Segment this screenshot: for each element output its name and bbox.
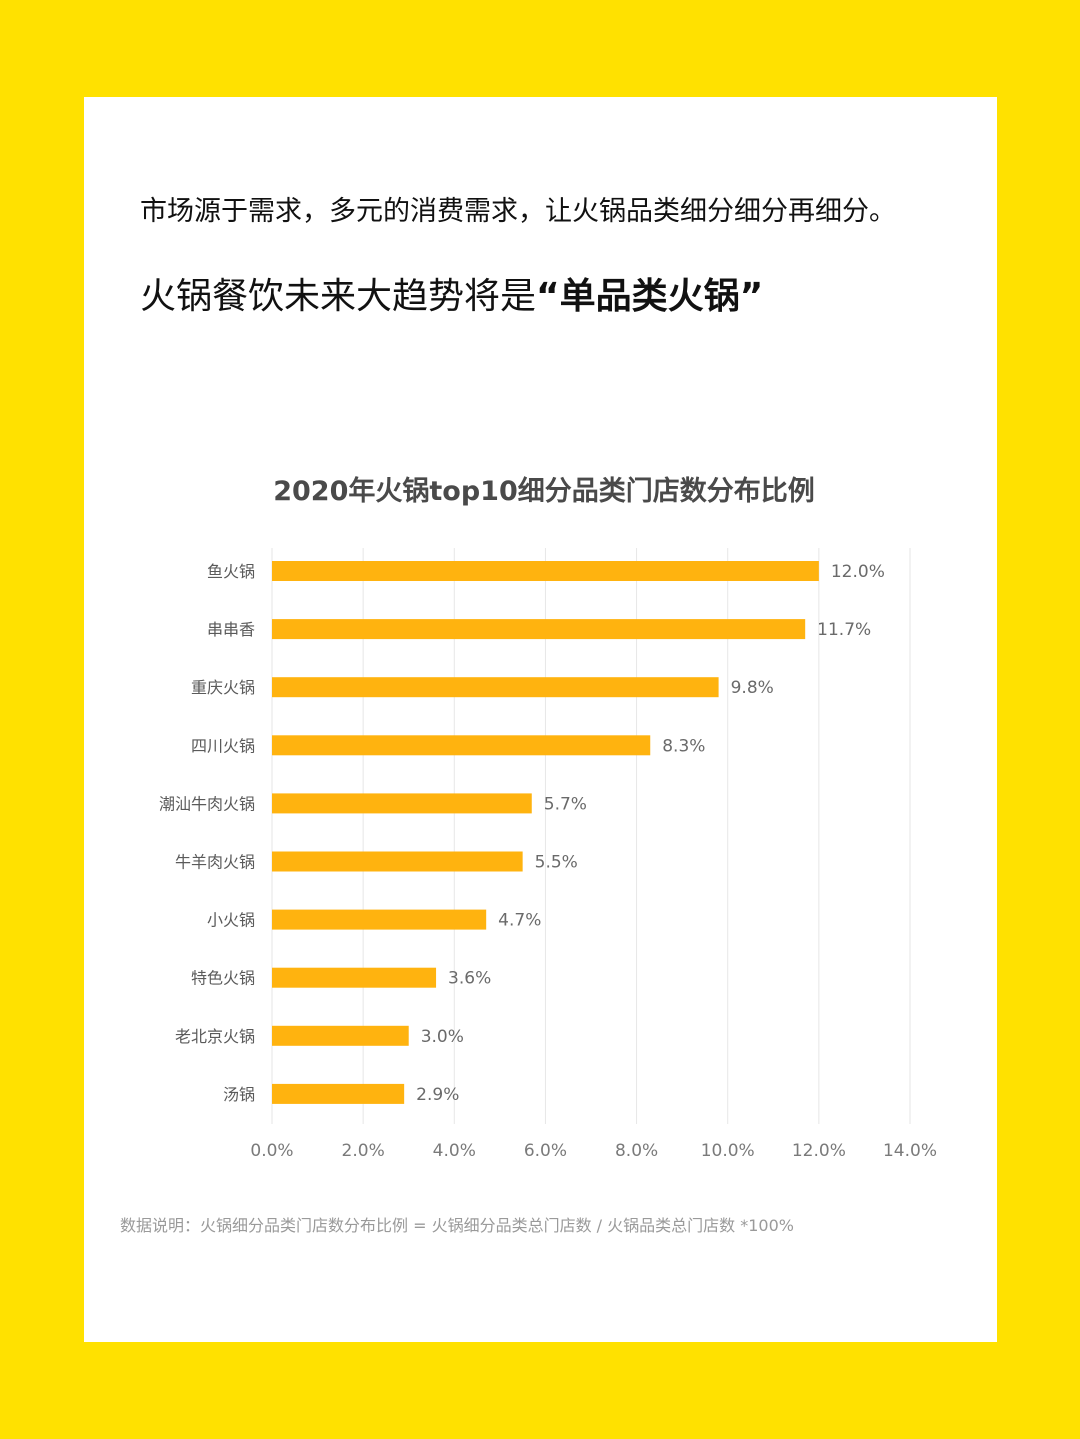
value-label: 5.7%	[544, 794, 587, 814]
x-tick-label: 10.0%	[701, 1141, 755, 1161]
value-label: 4.7%	[498, 911, 541, 931]
chart-footnote: 数据说明：火锅细分品类门店数分布比例 = 火锅细分品类总门店数 / 火锅品类总门…	[120, 1216, 794, 1235]
value-label: 9.8%	[731, 678, 774, 698]
category-label: 牛羊肉火锅	[175, 853, 255, 872]
category-label: 潮汕牛肉火锅	[159, 794, 255, 813]
x-tick-label: 4.0%	[433, 1141, 476, 1161]
category-label: 特色火锅	[191, 969, 255, 988]
category-label: 重庆火锅	[191, 678, 255, 697]
value-label: 5.5%	[535, 853, 578, 873]
category-label: 四川火锅	[191, 736, 255, 755]
bar	[272, 851, 523, 872]
x-tick-label: 2.0%	[342, 1141, 385, 1161]
bar	[272, 677, 719, 698]
content-card	[84, 97, 997, 1342]
x-tick-label: 6.0%	[524, 1141, 567, 1161]
value-label: 11.7%	[817, 620, 871, 640]
value-label: 12.0%	[831, 562, 885, 582]
category-label: 鱼火锅	[207, 562, 255, 581]
chart-labels: 鱼火锅 12.0% 串串香 11.7% 重庆火锅 9.8% 四川火锅 8.3% 潮汕牛肉火锅 5.…	[159, 562, 885, 1105]
bar	[272, 967, 437, 988]
bar	[272, 909, 487, 930]
x-tick-label: 12.0%	[792, 1141, 846, 1161]
bar	[272, 1083, 405, 1104]
chart-bars	[272, 561, 819, 1104]
headline-prefix: 火锅餐饮未来大趋势将是	[140, 276, 537, 317]
category-label: 小火锅	[207, 911, 255, 930]
x-tick-label: 14.0%	[883, 1141, 937, 1161]
value-label: 2.9%	[416, 1085, 459, 1105]
category-label: 老北京火锅	[175, 1027, 255, 1046]
bar	[272, 735, 651, 756]
bar	[272, 561, 819, 581]
value-label: 8.3%	[662, 736, 705, 756]
x-tick-label: 8.0%	[615, 1141, 658, 1161]
headline-emphasis: “单品类火锅”	[536, 276, 764, 317]
value-label: 3.6%	[448, 969, 491, 989]
chart-title: 2020年火锅top10细分品类门店数分布比例	[273, 475, 815, 507]
value-label: 3.0%	[421, 1027, 464, 1047]
headline: 火锅餐饮未来大趋势将是“单品类火锅”	[140, 272, 763, 322]
bar	[272, 1025, 409, 1046]
category-label: 串串香	[207, 620, 255, 639]
bar	[272, 793, 532, 814]
category-label: 汤锅	[223, 1085, 255, 1104]
x-tick-label: 0.0%	[250, 1141, 293, 1161]
intro-text: 市场源于需求，多元的消费需求，让火锅品类细分细分再细分。	[140, 196, 896, 227]
chart-x-axis: 0.0% 2.0% 4.0% 6.0% 8.0% 10.0% 12.0% 14.0%	[250, 1141, 937, 1161]
bar	[272, 619, 806, 640]
